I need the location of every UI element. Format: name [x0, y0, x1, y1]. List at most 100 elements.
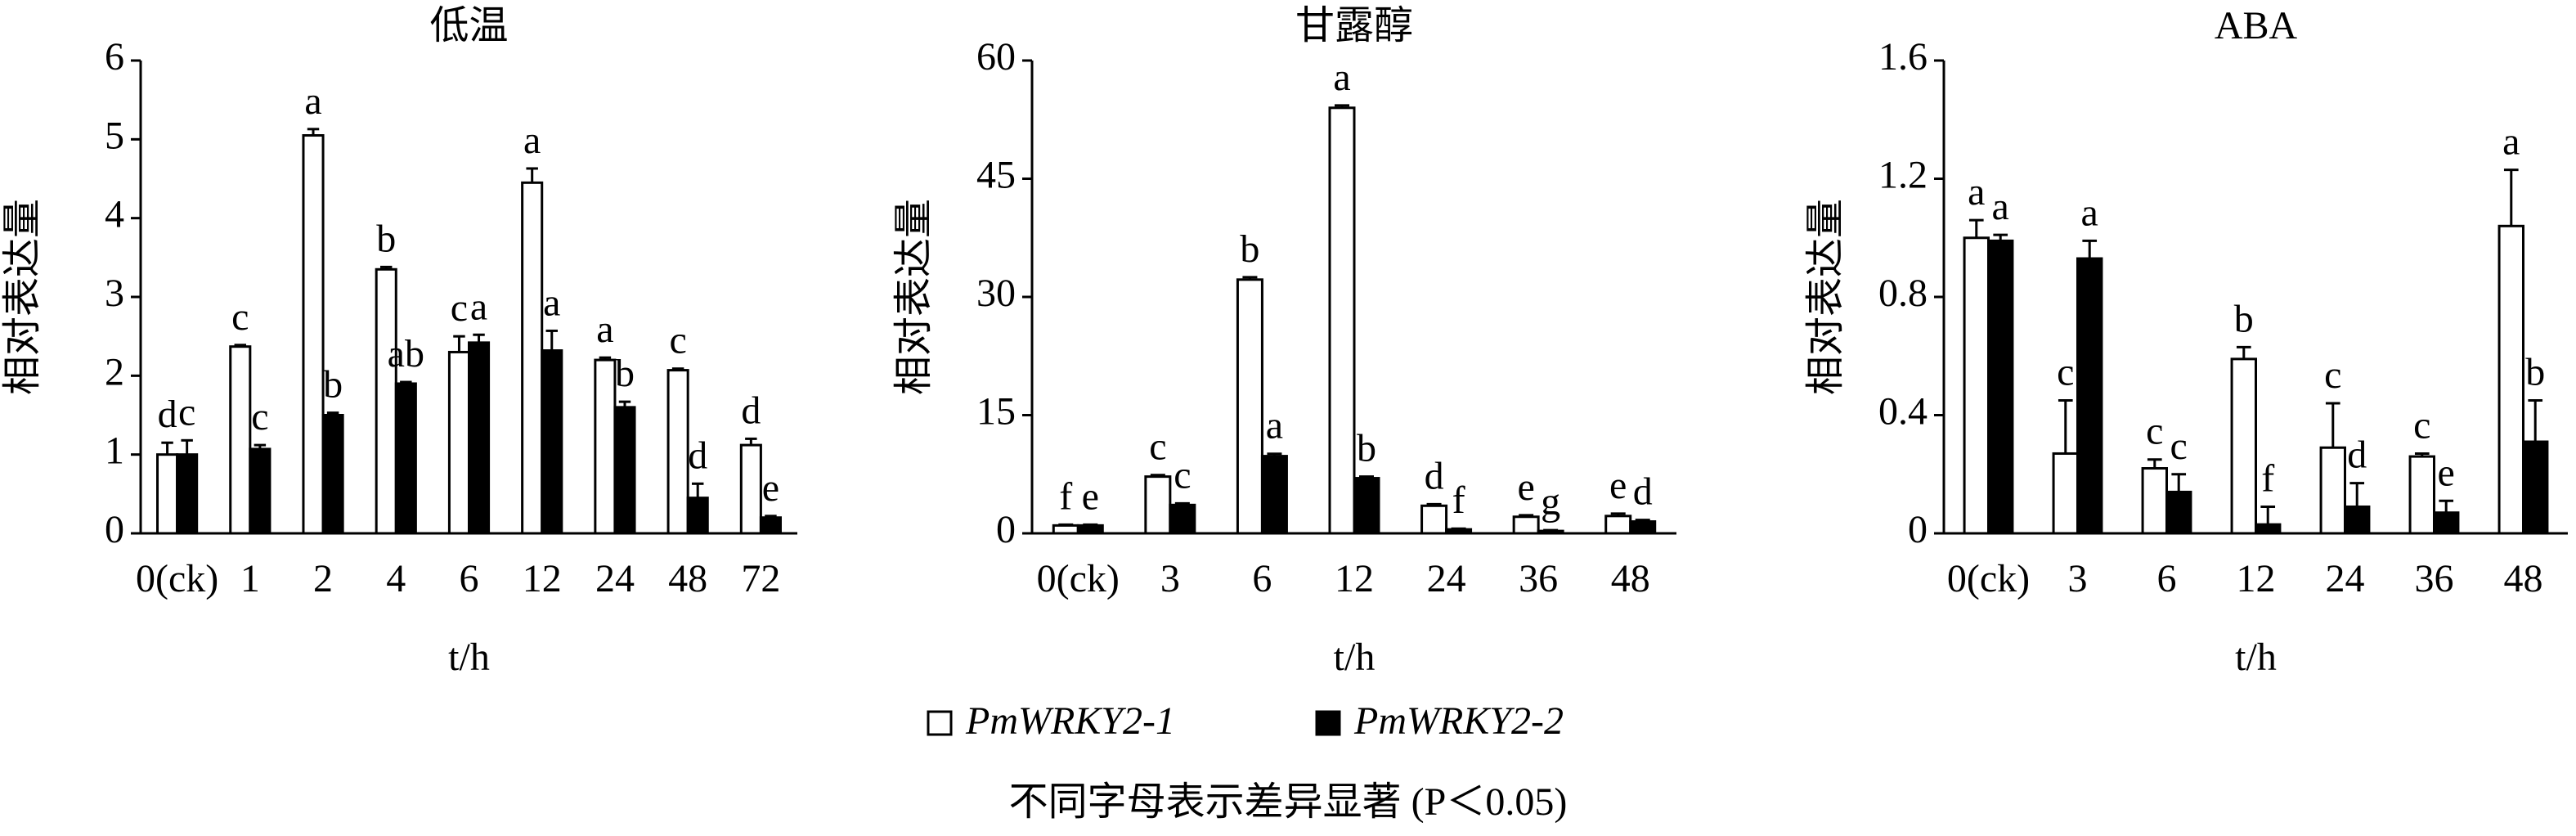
bar	[394, 382, 417, 535]
y-tick-label: 5	[105, 114, 124, 157]
bar	[2165, 490, 2192, 535]
bar	[739, 443, 762, 535]
bar	[1260, 455, 1288, 535]
bar	[2230, 357, 2258, 535]
significance-letter: c	[231, 295, 249, 339]
legend-label: PmWRKY2-1	[965, 699, 1175, 743]
significance-letter: d	[158, 393, 177, 436]
bar	[447, 350, 470, 535]
y-axis-label: 相对表达量	[892, 199, 936, 395]
significance-letter: d	[688, 434, 707, 477]
significance-letter: c	[669, 319, 686, 362]
legend-swatch	[1315, 710, 1341, 736]
legend-swatch	[927, 710, 953, 736]
y-tick-label: 0.8	[1878, 272, 1928, 315]
significance-letter: b	[323, 363, 343, 407]
significance-letter: f	[2261, 457, 2274, 501]
x-tick-label: 3	[2068, 557, 2088, 600]
significance-letter: d	[1425, 454, 1444, 497]
significance-letter: c	[2324, 353, 2341, 397]
x-axis-label: t/h	[448, 636, 490, 679]
x-tick-label: 0(ck)	[1947, 557, 2030, 600]
x-tick-label: 0(ck)	[1037, 557, 1120, 600]
bar	[1420, 504, 1448, 535]
bar	[2076, 257, 2103, 535]
bar	[1052, 524, 1079, 535]
x-tick-label: 1	[240, 557, 260, 600]
y-tick-label: 0	[996, 508, 1016, 551]
x-tick-label: 24	[595, 557, 635, 600]
bar	[541, 349, 563, 535]
significance-letter: c	[2170, 425, 2188, 468]
significance-letter: a	[523, 119, 541, 162]
bar	[2433, 511, 2460, 535]
y-tick-label: 30	[976, 272, 1016, 315]
bar	[176, 453, 199, 535]
x-tick-label: 72	[741, 557, 780, 600]
x-tick-label: 6	[2157, 557, 2177, 600]
significance-letter: c	[251, 395, 268, 438]
note: 不同字母表示差异显著 (P＜0.05)	[1009, 780, 1568, 824]
y-tick-label: 0	[105, 508, 124, 551]
x-tick-label: 24	[2326, 557, 2365, 600]
x-tick-label: 48	[1611, 557, 1650, 600]
x-axis-label: t/h	[1334, 636, 1376, 679]
significance-letter: a	[1968, 170, 1985, 213]
bar	[1353, 477, 1380, 535]
significance-letter: d	[741, 389, 761, 432]
significance-letter: c	[2146, 410, 2163, 453]
bar	[2052, 452, 2080, 535]
significance-letter: a	[2502, 120, 2520, 164]
bar	[2319, 446, 2347, 535]
bar	[1328, 106, 1356, 535]
significance-letter: a	[2081, 191, 2098, 234]
y-axis-label: 相对表达量	[1, 199, 44, 395]
significance-letter: a	[470, 285, 487, 328]
x-tick-label: 3	[1160, 557, 1180, 600]
y-tick-label: 1.6	[1878, 35, 1928, 79]
bar	[2141, 467, 2169, 535]
significance-letter: e	[762, 466, 779, 510]
x-tick-label: 2	[313, 557, 333, 600]
chart-title: ABA	[2215, 4, 2298, 47]
y-tick-label: 2	[105, 350, 124, 393]
significance-letter: b	[615, 352, 635, 395]
chart-title: 低温	[429, 4, 508, 47]
significance-letter: c	[178, 390, 195, 434]
y-tick-label: 0.4	[1878, 390, 1928, 434]
significance-letter: a	[543, 281, 560, 324]
y-axis-label: 相对表达量	[1804, 199, 1847, 395]
bar	[1987, 239, 2014, 535]
bar	[1445, 528, 1473, 535]
bar	[2408, 455, 2436, 535]
bar	[156, 453, 179, 535]
significance-letter: e	[1517, 465, 1534, 509]
significance-letter: a	[304, 79, 321, 123]
legend-label: PmWRKY2-2	[1353, 699, 1564, 743]
significance-letter: c	[2413, 403, 2430, 447]
significance-letter: f	[1059, 474, 1072, 518]
significance-letter: c	[1174, 453, 1191, 497]
significance-letter: e	[2438, 451, 2455, 494]
x-tick-label: 24	[1427, 557, 1466, 600]
bar	[666, 369, 689, 535]
y-tick-label: 1	[105, 429, 124, 473]
bar	[1236, 278, 1263, 535]
significance-letter: c	[1149, 425, 1166, 469]
bar	[302, 134, 325, 535]
significance-letter: a	[596, 308, 613, 351]
bar	[468, 341, 491, 535]
x-tick-label: 0(ck)	[136, 557, 218, 600]
x-tick-label: 36	[2415, 557, 2454, 600]
bar	[2497, 224, 2525, 535]
chart-title: 甘露醇	[1295, 4, 1413, 47]
significance-letter: b	[1240, 227, 1259, 271]
bar	[2522, 440, 2549, 535]
significance-letter: d	[2347, 434, 2367, 477]
significance-letter: f	[1452, 479, 1465, 522]
bar	[521, 181, 544, 535]
x-tick-label: 4	[386, 557, 406, 600]
x-tick-label: 6	[460, 557, 479, 600]
x-tick-label: 12	[523, 557, 562, 600]
